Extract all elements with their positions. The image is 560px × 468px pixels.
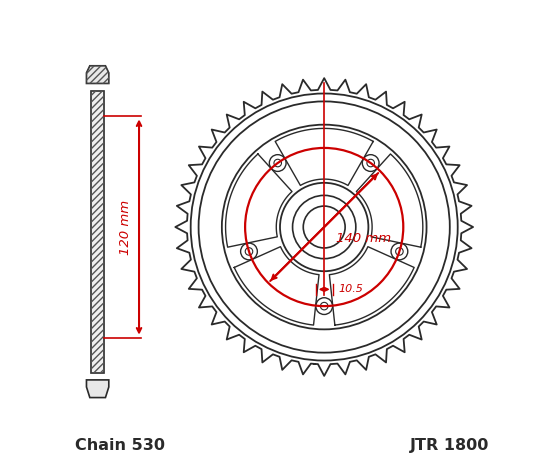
Polygon shape (86, 66, 109, 83)
Bar (91, 90, 104, 373)
Polygon shape (226, 154, 292, 247)
Text: 140 mm: 140 mm (336, 232, 391, 245)
Polygon shape (329, 247, 414, 325)
Text: Chain 530: Chain 530 (75, 438, 165, 453)
Polygon shape (356, 154, 423, 247)
Text: JTR 1800: JTR 1800 (410, 438, 489, 453)
Text: 10.5: 10.5 (338, 285, 363, 294)
Bar (91, 90, 104, 373)
Polygon shape (86, 380, 109, 398)
Text: 120 mm: 120 mm (119, 199, 132, 255)
Polygon shape (275, 128, 373, 185)
Polygon shape (234, 247, 319, 325)
